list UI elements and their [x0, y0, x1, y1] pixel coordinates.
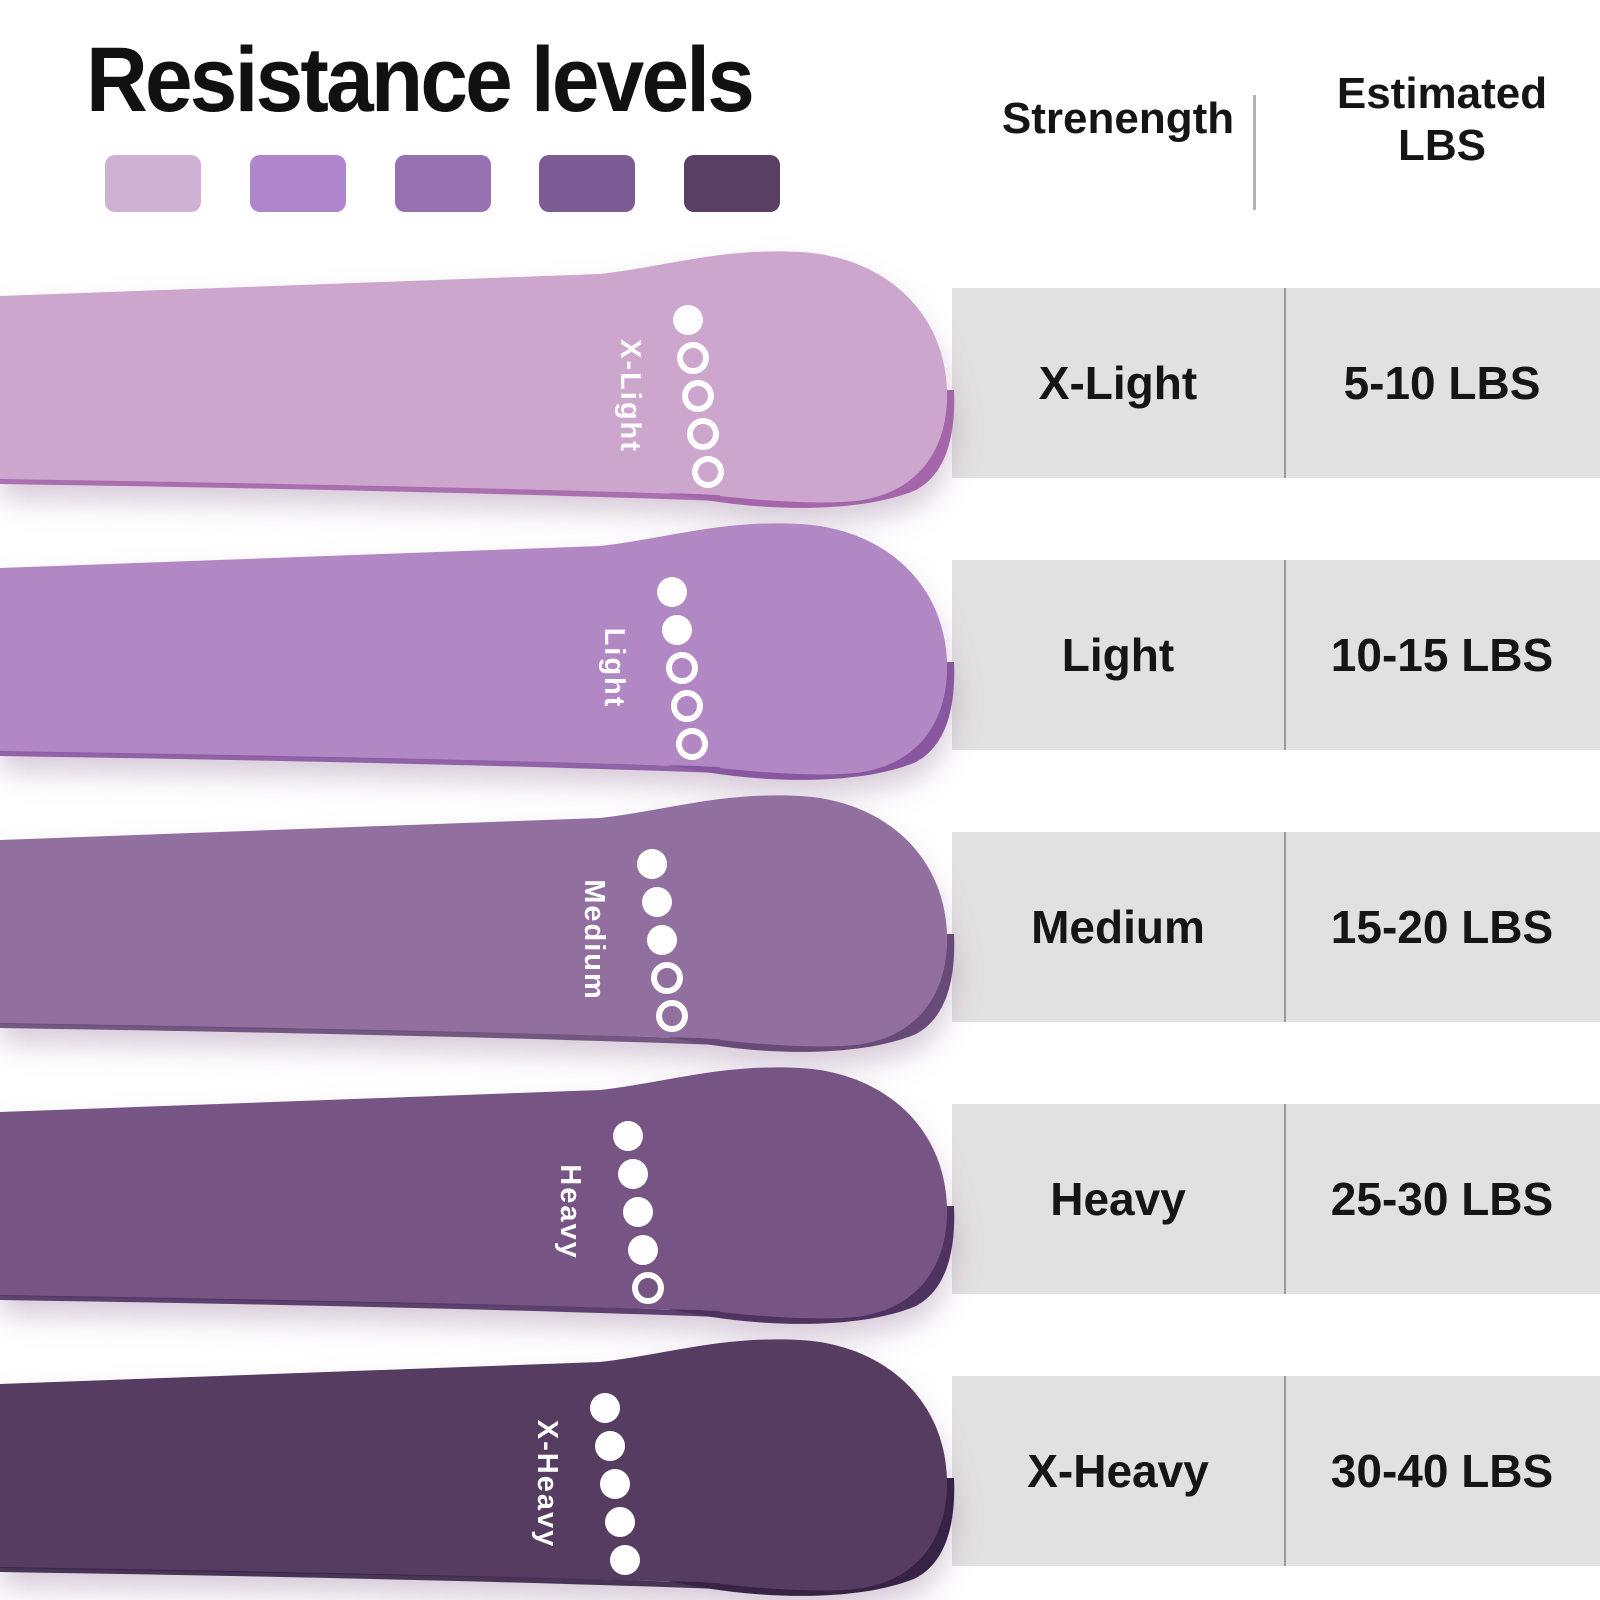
- table-row-light: Light 10-15 LBS: [952, 560, 1600, 750]
- level-dot-empty: [682, 380, 714, 412]
- color-swatch-1: [105, 155, 201, 212]
- level-dot-empty: [692, 456, 724, 488]
- band-bottom-edge: [0, 1023, 720, 1045]
- table-row-x-heavy: X-Heavy 30-40 LBS: [952, 1376, 1600, 1566]
- lbs-cell: 10-15 LBS: [1330, 629, 1554, 681]
- band-bottom-edge: [0, 1567, 720, 1589]
- lbs-cell: 15-20 LBS: [1330, 901, 1554, 953]
- color-swatch-5: [684, 155, 780, 212]
- row-column-divider: [1284, 560, 1286, 750]
- level-dot-filled: [605, 1507, 635, 1537]
- level-dot-filled: [613, 1121, 643, 1151]
- color-swatch-2: [249, 155, 346, 212]
- level-dot-empty: [666, 652, 698, 684]
- strength-cell: Light: [1061, 629, 1175, 681]
- row-column-divider: [1284, 1104, 1286, 1294]
- band-label: Heavy: [554, 1164, 586, 1259]
- band-bottom-edge: [0, 479, 720, 501]
- color-swatch-4: [539, 155, 636, 212]
- level-dot-filled: [600, 1469, 630, 1499]
- level-dot-filled: [590, 1393, 620, 1423]
- level-dot-empty: [632, 1272, 664, 1304]
- band-label: Medium: [578, 879, 610, 1001]
- level-dots: [637, 849, 688, 1032]
- row-column-divider: [1284, 1376, 1286, 1566]
- lbs-cell: 25-30 LBS: [1330, 1173, 1554, 1225]
- color-scale: [105, 155, 780, 212]
- column-header-strength: Strenength: [1001, 94, 1235, 143]
- level-dots: [673, 305, 724, 488]
- table-row-medium: Medium 15-20 LBS: [952, 832, 1600, 1022]
- level-dot-filled: [628, 1235, 658, 1265]
- level-dot-filled: [595, 1431, 625, 1461]
- color-swatch-3: [394, 155, 491, 212]
- resistance-band-heavy: Heavy: [0, 1067, 955, 1324]
- band-body: [0, 1339, 948, 1591]
- row-column-divider: [1284, 832, 1286, 1022]
- table-row-heavy: Heavy 25-30 LBS: [952, 1104, 1600, 1294]
- header-column-divider: [1253, 95, 1256, 210]
- lbs-cell: 30-40 LBS: [1330, 1445, 1554, 1497]
- column-header-estimated-line2: LBS: [1398, 120, 1486, 170]
- resistance-band-x-light: X-Light: [0, 251, 955, 508]
- level-dot-empty: [656, 1000, 688, 1032]
- level-dot-filled: [647, 925, 677, 955]
- band-label: X-Heavy: [531, 1420, 563, 1548]
- level-dot-empty: [651, 962, 683, 994]
- level-dot-filled: [623, 1197, 653, 1227]
- level-dot-filled: [657, 577, 687, 607]
- strength-cell: Heavy: [1050, 1173, 1186, 1225]
- level-dots: [657, 577, 708, 760]
- level-dot-filled: [637, 849, 667, 879]
- table-row-x-light: X-Light 5-10 LBS: [952, 288, 1600, 478]
- level-dot-empty: [676, 728, 708, 760]
- resistance-band-light: Light: [0, 523, 955, 780]
- resistance-band-x-heavy: X-Heavy: [0, 1339, 955, 1596]
- resistance-band-medium: Medium: [0, 795, 955, 1052]
- band-label: X-Light: [614, 339, 646, 453]
- strength-cell: Medium: [1031, 901, 1205, 953]
- level-dots: [613, 1121, 664, 1304]
- band-body: [0, 251, 948, 503]
- level-dots: [590, 1393, 640, 1575]
- strength-cell: X-Light: [1038, 357, 1198, 409]
- band-body: [0, 1067, 948, 1319]
- strength-cell: X-Heavy: [1027, 1445, 1209, 1497]
- level-dot-filled: [610, 1545, 640, 1575]
- row-column-divider: [1284, 288, 1286, 478]
- page-title: Resistance levels: [86, 29, 755, 131]
- band-bottom-edge: [0, 1295, 720, 1317]
- level-dot-filled: [618, 1159, 648, 1189]
- band-bottom-edge: [0, 751, 720, 773]
- level-dot-empty: [677, 342, 709, 374]
- band-body: [0, 795, 948, 1047]
- band-label: Light: [598, 628, 630, 709]
- level-dot-filled: [642, 887, 672, 917]
- level-dot-filled: [662, 615, 692, 645]
- level-dot-empty: [671, 690, 703, 722]
- column-header-estimated-line1: Estimated: [1336, 69, 1548, 118]
- column-header-estimated-lbs: Estimated LBS: [1284, 68, 1600, 172]
- lbs-cell: 5-10 LBS: [1343, 357, 1541, 409]
- band-body: [0, 523, 948, 775]
- level-dot-filled: [673, 305, 703, 335]
- level-dot-empty: [687, 418, 719, 450]
